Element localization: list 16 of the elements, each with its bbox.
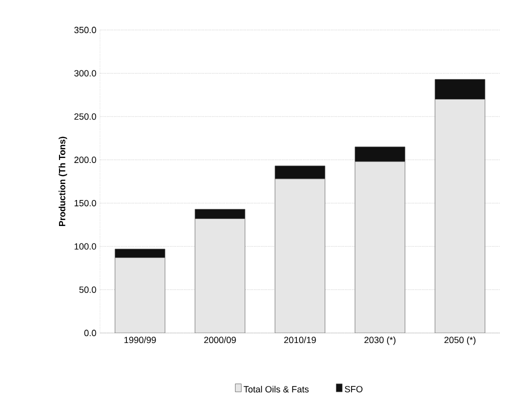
y-tick-label: 50.0 (79, 286, 96, 293)
x-tick-label: 1990/99 (124, 336, 156, 344)
x-tick-label: 2000/09 (204, 336, 236, 344)
legend-label: Total Oils & Fats (244, 386, 309, 392)
x-tick-label: 2010/19 (284, 336, 316, 344)
y-tick-label: 350.0 (74, 26, 96, 34)
y-tick-label: 300.0 (74, 70, 96, 76)
y-tick-label: 150.0 (74, 200, 96, 206)
x-tick-label: 2030 (*) (364, 336, 396, 345)
x-tick-label: 2050 (*) (444, 336, 476, 345)
y-axis-title: Production (Th Tons) (58, 136, 68, 226)
y-tick-label: 250.0 (74, 113, 96, 120)
y-tick-label: 0.0 (84, 330, 96, 336)
legend-label: SFO (344, 386, 362, 392)
y-tick-label: 100.0 (74, 243, 96, 250)
y-tick-label: 200.0 (74, 156, 96, 164)
